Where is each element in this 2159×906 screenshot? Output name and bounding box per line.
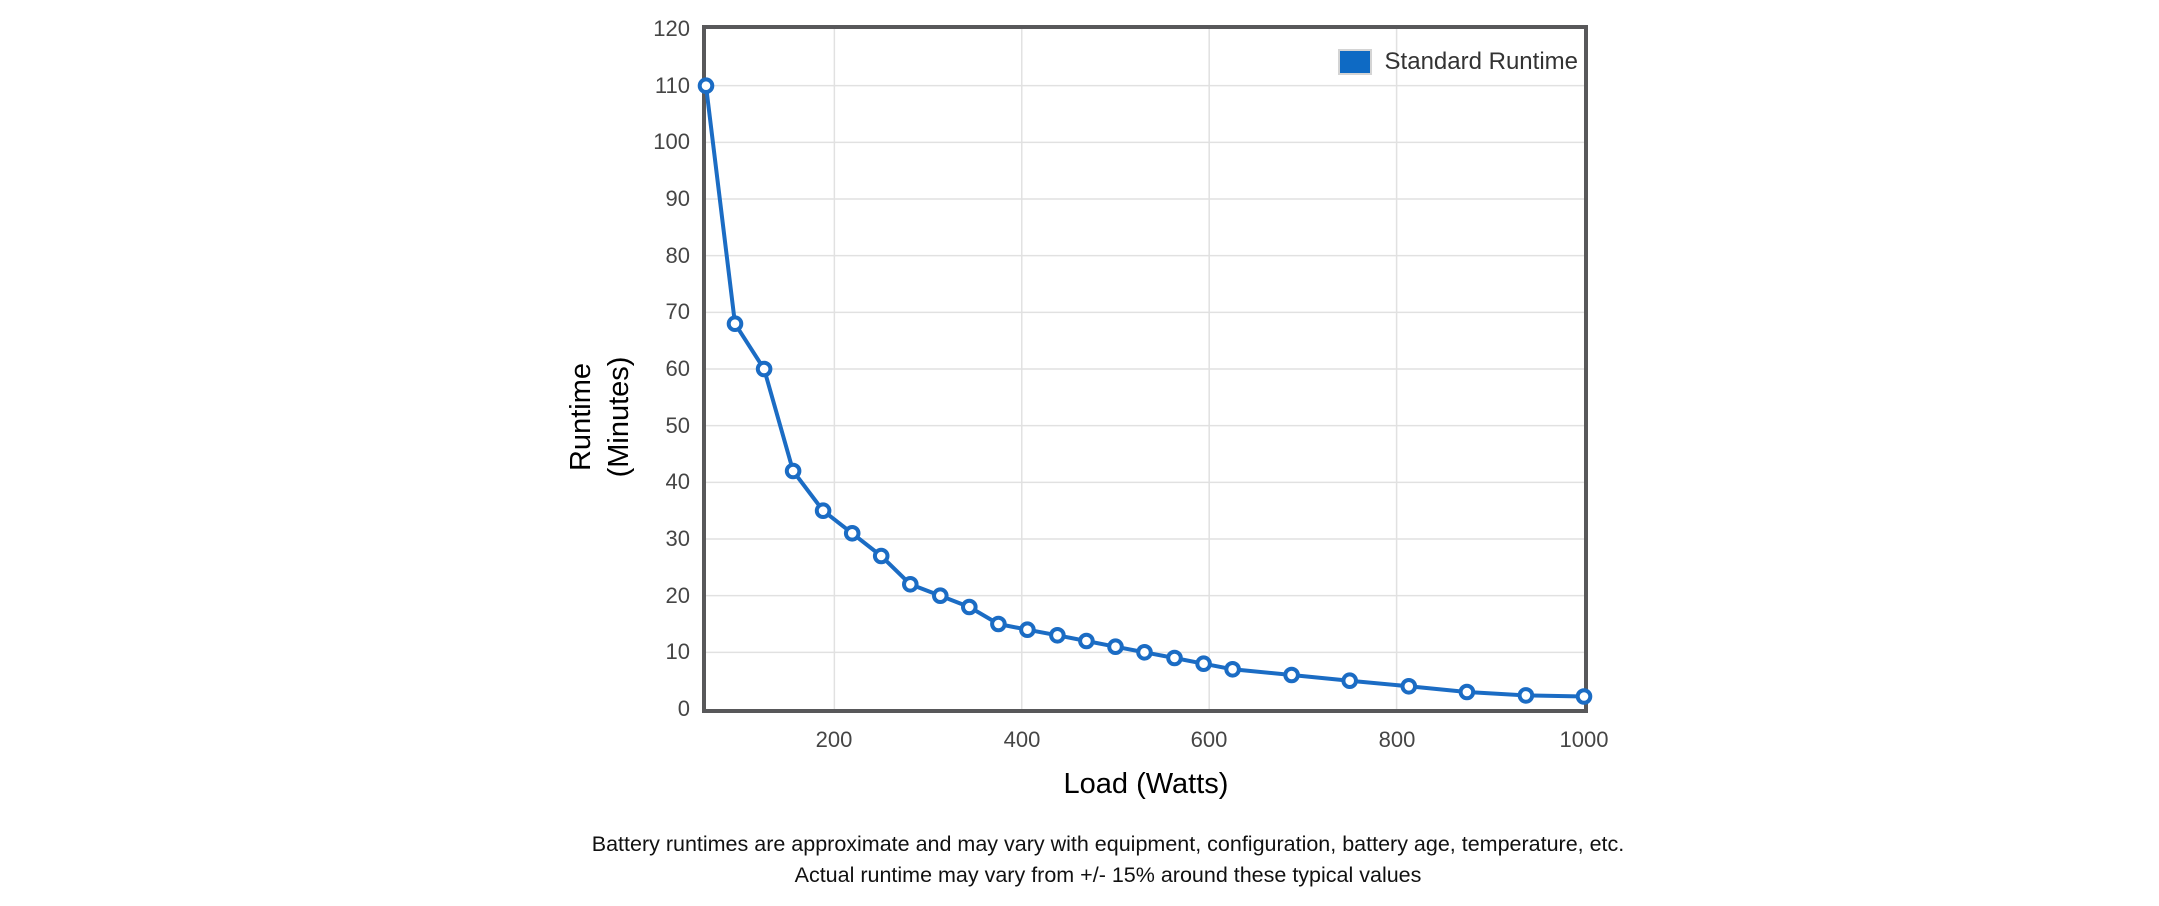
data-point-marker	[990, 615, 1007, 633]
y-tick-label: 60	[665, 356, 690, 381]
y-tick-label: 50	[665, 413, 690, 438]
data-point-marker	[932, 587, 949, 605]
legend: Standard Runtime	[1337, 48, 1578, 76]
chart-svg	[697, 29, 1593, 709]
x-tick-label: 400	[1003, 727, 1041, 752]
data-point-marker	[1195, 655, 1212, 673]
x-tick-label: 800	[1378, 727, 1416, 752]
data-point-marker	[755, 360, 773, 378]
data-point-marker	[961, 598, 978, 616]
data-point-marker	[1224, 661, 1241, 678]
runtime-series-line	[704, 83, 1586, 699]
y-tick-label: 70	[665, 299, 690, 324]
y-tick-label: 80	[665, 243, 690, 268]
data-point-marker	[1400, 678, 1418, 695]
data-point-marker	[814, 502, 832, 520]
plot-area: Standard Runtime	[697, 25, 1593, 713]
x-tick-label: 1000	[1559, 727, 1609, 752]
x-axis-title: Load (Watts)	[1063, 768, 1229, 800]
data-point-marker	[784, 462, 802, 480]
data-point-marker	[1049, 627, 1066, 644]
legend-label: Standard Runtime	[1384, 48, 1578, 75]
data-point-marker	[726, 315, 744, 333]
data-point-marker	[843, 525, 861, 542]
data-point-marker	[1166, 649, 1183, 667]
data-point-marker	[1575, 688, 1593, 705]
footer-note: Battery runtimes are approximate and may…	[592, 829, 1625, 891]
y-tick-label: 10	[665, 639, 690, 664]
data-point-marker	[1283, 666, 1300, 684]
x-tick-label: 600	[1190, 727, 1228, 752]
y-tick-label: 30	[665, 526, 690, 551]
data-point-marker	[1136, 644, 1153, 661]
footer-line-1: Battery runtimes are approximate and may…	[591, 832, 1625, 856]
y-tick-label: 100	[653, 129, 690, 154]
y-tick-label: 0	[677, 696, 690, 721]
data-point-marker	[697, 77, 715, 95]
y-axis-title-line-1: Runtime	[565, 363, 597, 472]
y-tick-label: 20	[665, 583, 690, 608]
data-point-marker	[1107, 638, 1124, 656]
y-tick-label: 40	[665, 469, 690, 494]
data-point-marker	[1078, 632, 1095, 650]
x-tick-label: 200	[815, 727, 853, 752]
footer-line-2: Actual runtime may vary from +/- 15% aro…	[794, 863, 1422, 887]
y-tick-label: 120	[653, 16, 690, 41]
data-point-marker	[902, 576, 919, 593]
y-tick-label: 110	[654, 73, 690, 98]
data-point-marker	[1517, 687, 1535, 704]
data-point-marker	[1458, 683, 1476, 701]
y-tick-label: 90	[665, 186, 690, 211]
data-point-marker	[1019, 621, 1036, 639]
data-point-marker	[1341, 672, 1359, 690]
legend-swatch	[1337, 49, 1372, 75]
data-point-marker	[872, 547, 890, 565]
